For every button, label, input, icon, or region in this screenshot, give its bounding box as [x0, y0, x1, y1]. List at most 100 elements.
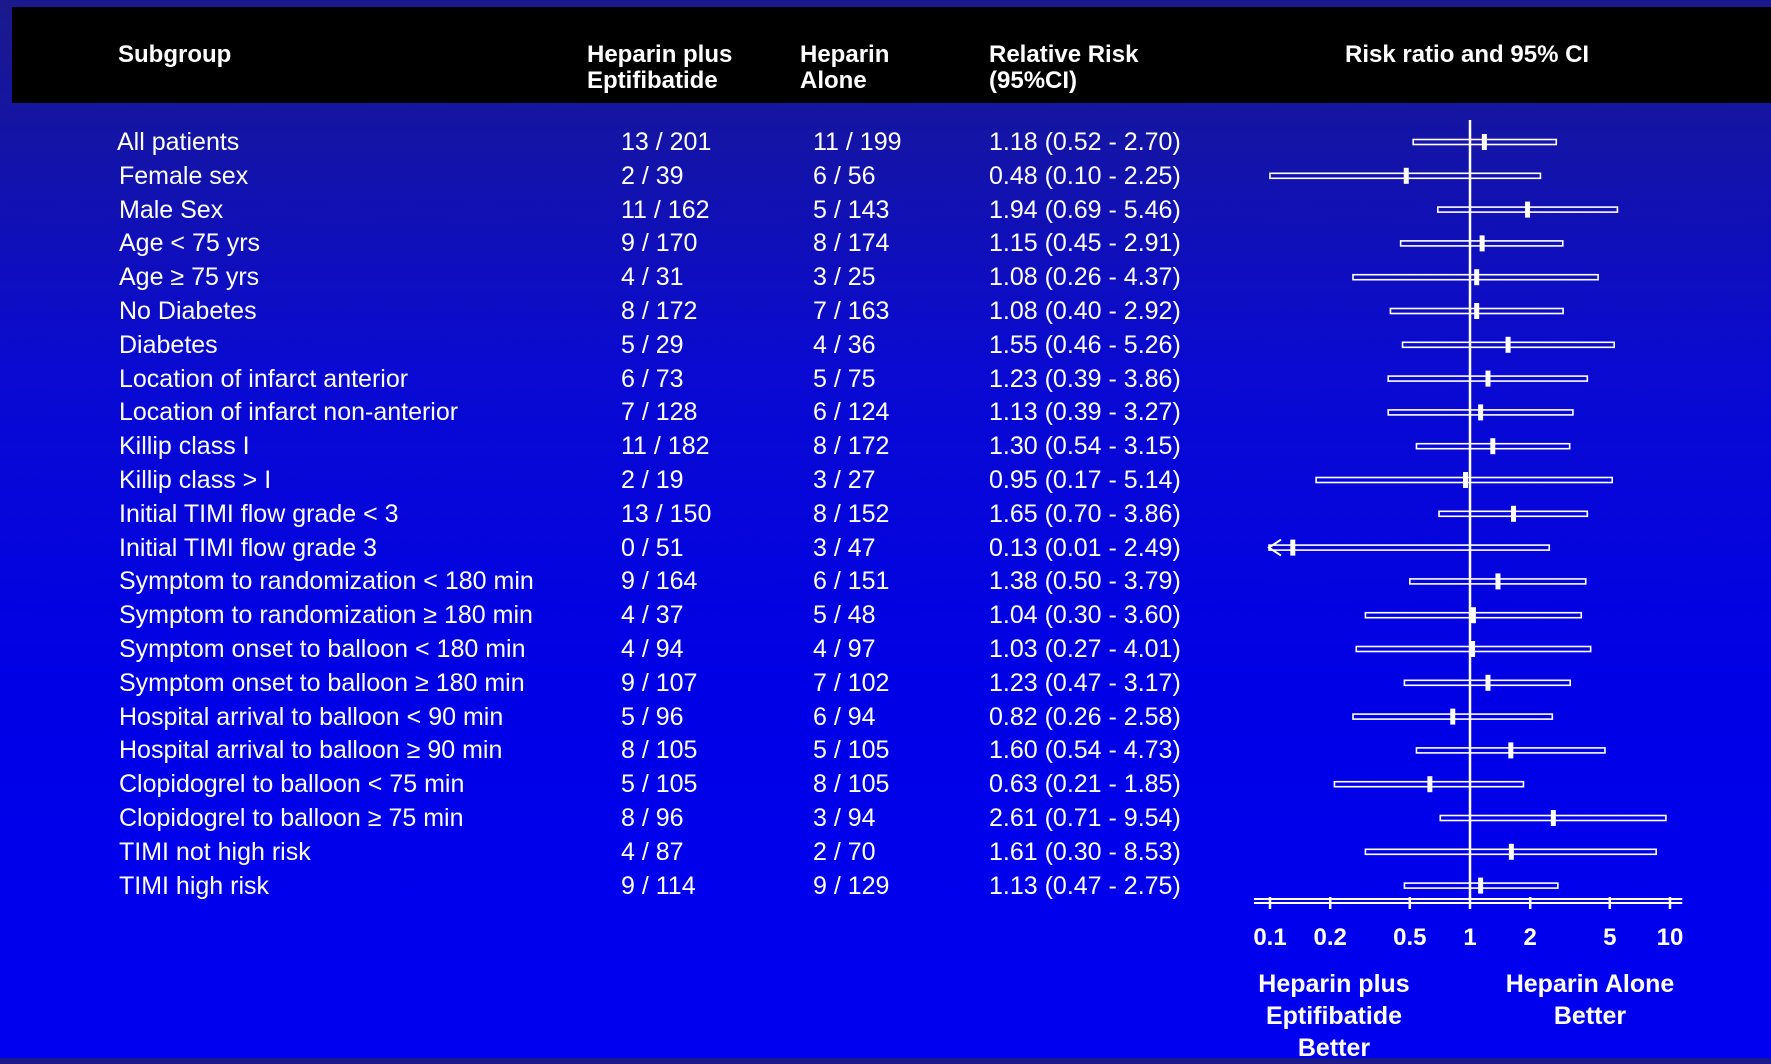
eptifibatide-events: 4 / 87 [621, 837, 684, 866]
relative-risk-ci: 1.13 (0.39 - 3.27) [989, 398, 1181, 427]
subgroup-label: Symptom to randomization ≥ 180 min [119, 601, 533, 630]
eptifibatide-events: 8 / 96 [621, 804, 684, 832]
eptifibatide-events: 7 / 128 [621, 398, 698, 427]
relative-risk-ci: 1.23 (0.47 - 3.17) [989, 668, 1181, 697]
header-risk-ratio-ci: Risk ratio and 95% CI [1345, 41, 1590, 68]
relative-risk-ci: 1.08 (0.26 - 4.37) [989, 263, 1181, 292]
relative-risk-ci: 1.65 (0.70 - 3.86) [989, 499, 1181, 528]
heparin-alone-events: 5 / 105 [813, 736, 890, 765]
header-relative-risk: Relative Risk (95%CI) [989, 41, 1139, 94]
point-estimate [1550, 810, 1556, 826]
subgroup-label: No Diabetes [119, 297, 257, 325]
relative-risk-ci: 1.30 (0.54 - 3.15) [989, 432, 1181, 461]
relative-risk-ci: 1.13 (0.47 - 2.75) [989, 871, 1181, 900]
heparin-alone-events: 3 / 47 [813, 533, 876, 562]
subgroup-label: Initial TIMI flow grade < 3 [119, 499, 399, 528]
eptifibatide-events: 9 / 107 [621, 668, 698, 697]
x-tick-label: 0.1 [1253, 924, 1286, 950]
point-estimate [1510, 505, 1516, 522]
point-estimate [1505, 336, 1511, 353]
table-row: Initial TIMI flow grade 3 0 / 51 3 / 47 0.1… [0, 531, 1220, 565]
eptifibatide-events: 4 / 37 [621, 601, 684, 630]
point-estimate [1450, 708, 1456, 725]
subgroup-label: Symptom onset to balloon ≥ 180 min [119, 668, 525, 697]
eptifibatide-events: 9 / 164 [621, 567, 698, 596]
eptifibatide-events: 11 / 162 [621, 195, 710, 224]
ci-bar [1268, 544, 1551, 551]
subgroup-label: Diabetes [119, 330, 218, 359]
heparin-alone-events: 7 / 102 [813, 668, 890, 697]
subgroup-label: TIMI not high risk [119, 837, 311, 866]
table-row: Symptom to randomization ≥ 180 min 4 / 37… [0, 598, 1220, 632]
table-row: Symptom to randomization < 180 min 9 / 16… [0, 564, 1220, 598]
heparin-alone-events: 3 / 25 [813, 263, 876, 292]
eptifibatide-events: 2 / 19 [621, 466, 684, 494]
eptifibatide-events: 8 / 105 [621, 736, 698, 765]
heparin-alone-events: 6 / 151 [813, 567, 890, 596]
subgroup-label: TIMI high risk [119, 871, 270, 900]
subgroup-label: Age < 75 yrs [119, 229, 261, 258]
eptifibatide-events: 9 / 114 [621, 871, 696, 900]
table-header [12, 7, 1771, 103]
relative-risk-ci: 1.61 (0.30 - 8.53) [989, 837, 1181, 866]
table-row: Symptom onset to balloon < 180 min 4 / 94… [0, 632, 1220, 666]
subgroup-label-all: All patients [117, 128, 240, 156]
relative-risk-ci: 1.03 (0.27 - 4.01) [989, 635, 1181, 663]
header-heparin-alone: Heparin Alone [800, 41, 890, 94]
truncation-arrow [1267, 538, 1282, 557]
subgroup-label: Hospital arrival to balloon ≥ 90 min [119, 736, 503, 765]
eptifibatide-events: 5 / 96 [621, 702, 684, 731]
point-estimate [1508, 843, 1514, 860]
point-estimate [1508, 742, 1514, 759]
heparin-alone-events: 4 / 36 [813, 330, 876, 359]
table-row: TIMI high risk 9 / 114 9 / 129 1.13 (0.47 -… [0, 869, 1220, 903]
table-row: Location of infarct anterior 6 / 73 5 / 75… [0, 362, 1220, 396]
heparin-alone-events: 6 / 56 [813, 161, 876, 190]
point-estimate [1478, 404, 1484, 421]
point-estimate [1479, 235, 1485, 252]
subgroup-label: Hospital arrival to balloon < 90 min [119, 702, 504, 731]
x-tick-label: 0.2 [1314, 924, 1347, 950]
point-estimate [1427, 776, 1433, 793]
point-estimate [1470, 607, 1476, 624]
x-tick-label: 5 [1603, 924, 1616, 950]
heparin-alone-events: 5 / 48 [813, 601, 876, 630]
table-row: Male Sex 11 / 162 5 / 143 1.94 (0.69 - 5.46… [0, 193, 1220, 227]
subgroup-label: Male Sex [119, 195, 224, 224]
table-row: All patients 13 / 201 11 / 199 1.18 (0.52 -… [0, 125, 1220, 159]
eptifibatide-events: 9 / 170 [621, 229, 698, 258]
heparin-alone-events: 4 / 97 [813, 635, 876, 663]
table-row: Location of infarct non-anterior 7 / 128 6… [0, 395, 1220, 429]
relative-risk-ci: 1.18 (0.52 - 2.70) [989, 128, 1181, 156]
eptifibatide-events: 13 / 201 [621, 128, 712, 156]
relative-risk-ci: 0.63 (0.21 - 1.85) [989, 770, 1181, 799]
heparin-alone-events: 3 / 94 [813, 804, 876, 832]
relative-risk-ci: 1.55 (0.46 - 5.26) [989, 330, 1181, 359]
subgroup-label: Location of infarct anterior [119, 364, 409, 393]
subgroup-label: Symptom onset to balloon < 180 min [119, 635, 526, 663]
subgroup-label: Female sex [119, 161, 249, 190]
table-row: Diabetes 5 / 29 4 / 36 1.55 (0.46 - 5.26) [0, 328, 1220, 362]
subgroup-label: Location of infarct non-anterior [119, 398, 459, 427]
subgroup-label: Killip class > I [119, 466, 272, 494]
heparin-alone-events: 11 / 199 [813, 128, 902, 156]
x-tick-label: 0.5 [1393, 924, 1426, 950]
forest-plot: 0.1 0.2 0.5 1 2 5 10 [1253, 120, 1683, 950]
heparin-alone-events: 8 / 174 [813, 229, 890, 258]
point-estimate [1525, 201, 1531, 218]
relative-risk-ci: 1.15 (0.45 - 2.91) [989, 229, 1181, 258]
relative-risk-ci: 1.38 (0.50 - 3.79) [989, 567, 1181, 596]
footer-favors-heparin-alone: Heparin Alone Better [1505, 970, 1675, 1030]
point-estimate [1474, 303, 1480, 319]
relative-risk-ci: 0.13 (0.01 - 2.49) [989, 533, 1181, 562]
subgroup-label: Killip class I [119, 432, 250, 461]
subgroup-label: Clopidogrel to balloon ≥ 75 min [119, 804, 464, 832]
eptifibatide-events: 13 / 150 [621, 499, 712, 528]
relative-risk-ci: 1.08 (0.40 - 2.92) [989, 297, 1181, 325]
relative-risk-ci: 2.61 (0.71 - 9.54) [989, 804, 1181, 832]
eptifibatide-events: 2 / 39 [621, 161, 684, 190]
subgroup-label: Clopidogrel to balloon < 75 min [119, 770, 465, 799]
eptifibatide-events: 4 / 94 [621, 635, 684, 663]
table-row: Killip class > I 2 / 19 3 / 27 0.95 (0.17 -… [0, 463, 1220, 497]
eptifibatide-events: 5 / 29 [621, 330, 684, 359]
